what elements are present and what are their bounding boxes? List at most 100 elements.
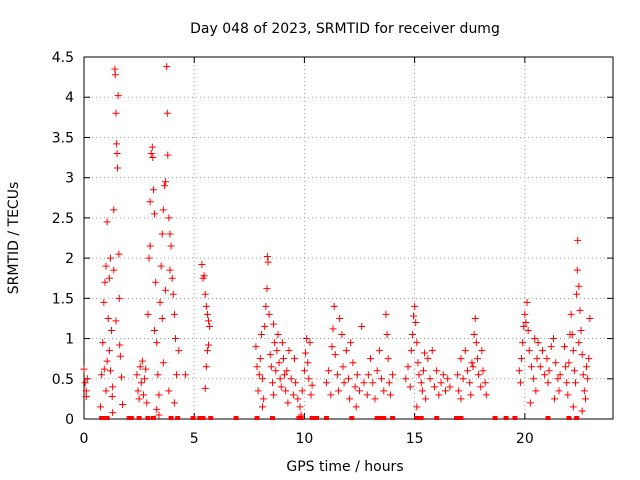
data-point	[473, 355, 481, 363]
data-point	[279, 355, 287, 363]
data-point	[404, 363, 412, 371]
data-point	[114, 164, 122, 172]
data-point	[340, 379, 348, 387]
data-point	[164, 151, 172, 159]
data-point	[82, 392, 90, 400]
data-point	[515, 367, 523, 375]
data-point	[203, 310, 211, 318]
data-point	[80, 365, 88, 373]
data-point	[433, 367, 441, 375]
data-point	[102, 387, 110, 395]
data-point	[441, 387, 449, 395]
data-point	[352, 403, 360, 411]
data-point	[287, 375, 295, 383]
zero-value-point	[104, 416, 110, 420]
data-point	[373, 367, 381, 375]
zero-value-point	[150, 416, 156, 420]
data-point	[165, 214, 173, 222]
data-point	[455, 387, 463, 395]
data-point	[138, 357, 146, 365]
data-point	[339, 363, 347, 371]
data-point	[580, 387, 588, 395]
data-point	[389, 371, 397, 379]
data-point	[516, 379, 524, 387]
data-point	[527, 363, 535, 371]
data-point	[481, 379, 489, 387]
data-point	[519, 339, 527, 347]
zero-value-point	[309, 416, 315, 420]
data-point	[422, 395, 430, 403]
data-point	[468, 359, 476, 367]
zero-value-point	[323, 416, 329, 420]
data-point	[305, 375, 313, 383]
data-point	[162, 178, 170, 186]
data-point	[342, 347, 350, 355]
zero-value-point	[390, 416, 396, 420]
data-point	[114, 92, 122, 100]
data-point	[303, 335, 311, 343]
data-point	[170, 399, 178, 407]
data-point	[157, 262, 165, 270]
data-point	[541, 371, 549, 379]
data-point	[522, 318, 530, 326]
zero-value-point	[100, 416, 106, 420]
data-point	[163, 109, 171, 117]
data-point	[119, 401, 127, 409]
data-point	[561, 343, 569, 351]
zero-value-point	[418, 416, 424, 420]
zero-value-point	[197, 416, 203, 420]
data-point	[439, 371, 447, 379]
data-point	[253, 363, 261, 371]
data-point	[330, 302, 338, 310]
data-point	[430, 383, 438, 391]
data-point	[158, 230, 166, 238]
data-point	[435, 391, 443, 399]
data-point	[383, 331, 391, 339]
data-point	[148, 143, 156, 151]
data-point	[294, 395, 302, 403]
data-point	[106, 367, 114, 375]
data-point	[402, 375, 410, 383]
data-point	[469, 363, 477, 371]
data-point	[284, 399, 292, 407]
data-point	[290, 355, 298, 363]
x-tick-label: 20	[516, 431, 534, 447]
data-point	[520, 322, 528, 330]
data-point	[153, 405, 161, 413]
data-point	[289, 391, 297, 399]
zero-value-point	[254, 416, 260, 420]
y-tick-label: 0	[65, 412, 74, 428]
data-point	[159, 206, 167, 214]
data-point	[532, 387, 540, 395]
y-tick-label: 4.5	[52, 50, 74, 66]
y-tick-label: 3.5	[52, 130, 74, 146]
chart-title: Day 048 of 2023, SRMTID for receiver dum…	[190, 21, 500, 37]
data-point	[261, 322, 269, 330]
data-point	[418, 387, 426, 395]
data-point	[579, 371, 587, 379]
data-point	[296, 403, 304, 411]
data-point	[378, 375, 386, 383]
data-point	[136, 363, 144, 371]
data-point	[408, 331, 416, 339]
data-point	[307, 391, 315, 399]
zero-value-point	[574, 416, 580, 420]
data-point	[154, 371, 162, 379]
data-point	[525, 347, 533, 355]
data-point	[461, 347, 469, 355]
data-point	[406, 383, 414, 391]
data-point	[565, 359, 573, 367]
y-tick-label: 1.5	[52, 291, 74, 307]
data-point	[151, 327, 159, 335]
data-point	[415, 371, 423, 379]
y-tick-labels: 0 0.5 1 1.5 2 2.5 3 3.5 4 4.5	[52, 50, 74, 428]
data-point	[573, 266, 581, 274]
data-point	[470, 331, 478, 339]
data-point	[116, 352, 124, 360]
data-point	[584, 375, 592, 383]
y-axis-label: SRMTID / TECUs	[6, 182, 22, 295]
zero-value-point	[208, 416, 214, 420]
data-point	[457, 395, 465, 403]
x-tick-label: 5	[190, 431, 199, 447]
data-point	[260, 395, 268, 403]
